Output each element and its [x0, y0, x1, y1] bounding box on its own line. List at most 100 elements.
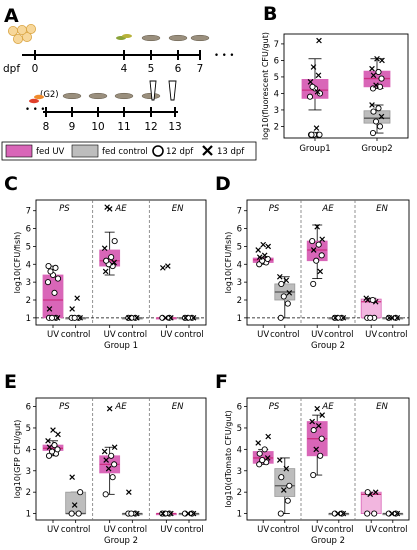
x-tick-label: control	[378, 525, 407, 535]
data-point-x	[160, 265, 166, 271]
larva-icon	[168, 34, 188, 42]
data-point-circle	[111, 461, 118, 468]
y-tick-label: 4	[26, 445, 31, 455]
x-tick-label: Group1	[299, 144, 330, 154]
x-tick-label: control	[270, 525, 299, 535]
data-point-circle	[309, 238, 316, 245]
box-ps-uv	[42, 263, 64, 321]
data-point-x	[317, 268, 324, 275]
box-en-uv	[360, 489, 382, 517]
data-point-x	[309, 418, 316, 425]
data-point-x	[134, 315, 140, 321]
embryo-cluster-icon	[7, 23, 36, 45]
data-point-x	[54, 315, 61, 321]
data-point-x	[45, 437, 51, 444]
data-point-circle	[278, 474, 285, 481]
data-point-circle	[54, 275, 62, 282]
y-tick-label: 1	[26, 314, 31, 324]
data-point-x	[276, 273, 283, 280]
y-tick-label: 1	[237, 314, 242, 324]
data-point-x	[126, 489, 132, 495]
data-point-x	[372, 489, 379, 495]
x-tick-label: UV	[47, 330, 59, 340]
larva-icon	[141, 34, 161, 42]
data-point-circle	[54, 446, 61, 453]
data-point-x	[280, 487, 287, 493]
data-point-x	[314, 223, 321, 230]
data-point-x	[50, 427, 56, 433]
box-ae-control	[328, 314, 350, 321]
box-body	[274, 468, 296, 497]
data-point-circle	[310, 280, 317, 287]
data-point-x	[46, 444, 53, 451]
legend-marker-13	[202, 145, 213, 156]
y-axis-label: log10(fluorescent CFU/gut)	[261, 32, 270, 140]
plot-frame	[283, 33, 409, 139]
box-ae-control	[328, 510, 350, 517]
y-tick-label: 5	[237, 242, 242, 252]
data-point-x	[256, 254, 263, 260]
larva-icon	[88, 92, 108, 100]
data-point-x	[71, 502, 78, 508]
data-point-circle	[315, 241, 322, 248]
data-point-circle	[392, 314, 399, 321]
x-tick-label: UV	[104, 330, 116, 340]
y-tick-label: 6	[26, 403, 31, 413]
data-point-circle	[256, 450, 263, 457]
data-point-x	[370, 72, 377, 79]
box-ps-uv	[42, 427, 64, 459]
group-label: AE	[114, 204, 127, 214]
box-ps-uv	[252, 433, 274, 468]
x-tick-label: control	[118, 525, 147, 535]
data-point-circle	[68, 510, 75, 517]
data-point-x	[190, 510, 197, 517]
x-tick-label: UV	[365, 525, 377, 535]
data-point-x	[315, 423, 322, 429]
y-axis-label: log10(CFU/fish)	[13, 232, 22, 294]
x-tick-label: control	[174, 330, 203, 340]
box-ae-uv	[306, 405, 328, 479]
data-point-x	[363, 295, 370, 302]
x-tick-label: control	[61, 525, 90, 535]
panel-label-d: D	[215, 173, 231, 195]
data-point-circle	[71, 314, 78, 321]
data-point-circle	[372, 118, 380, 125]
data-point-circle	[188, 510, 196, 517]
group-title: Group 2	[311, 536, 345, 546]
svg-text:• • •: • • •	[25, 105, 45, 115]
data-point-x	[255, 247, 262, 253]
group-label: PS	[59, 402, 70, 412]
data-point-circle	[310, 472, 317, 479]
y-axis-label: log10(GFP CFU/gut)	[13, 420, 22, 499]
data-point-x	[69, 474, 75, 481]
box-ae-control	[121, 314, 143, 321]
data-point-x	[332, 315, 339, 321]
data-point-circle	[47, 268, 54, 275]
x-tick-label: control	[61, 330, 90, 340]
data-point-circle	[111, 238, 118, 245]
group-label: EN	[376, 402, 388, 412]
data-point-circle	[338, 510, 345, 517]
y-tick-label: 3	[26, 278, 31, 288]
data-point-x	[190, 315, 197, 321]
data-point-x	[264, 455, 271, 461]
group-label: EN	[376, 204, 388, 214]
data-point-x	[379, 57, 385, 64]
y-axis-label: log10(CFU/fish)	[224, 232, 233, 294]
box-ae-uv	[99, 204, 121, 276]
box-en-control	[178, 510, 200, 517]
group-label: AE	[114, 402, 127, 412]
data-point-circle	[316, 90, 324, 97]
data-point-x	[162, 315, 169, 321]
panel-label-b: B	[263, 3, 277, 25]
data-point-x	[168, 315, 174, 321]
data-point-circle	[376, 123, 384, 130]
y-tick-label: 2	[237, 488, 242, 498]
legend-13dpf: 13 dpf	[217, 147, 245, 157]
data-point-x	[185, 510, 191, 517]
data-point-circle	[278, 280, 285, 287]
data-point-x	[394, 510, 401, 517]
data-point-x	[378, 113, 385, 120]
